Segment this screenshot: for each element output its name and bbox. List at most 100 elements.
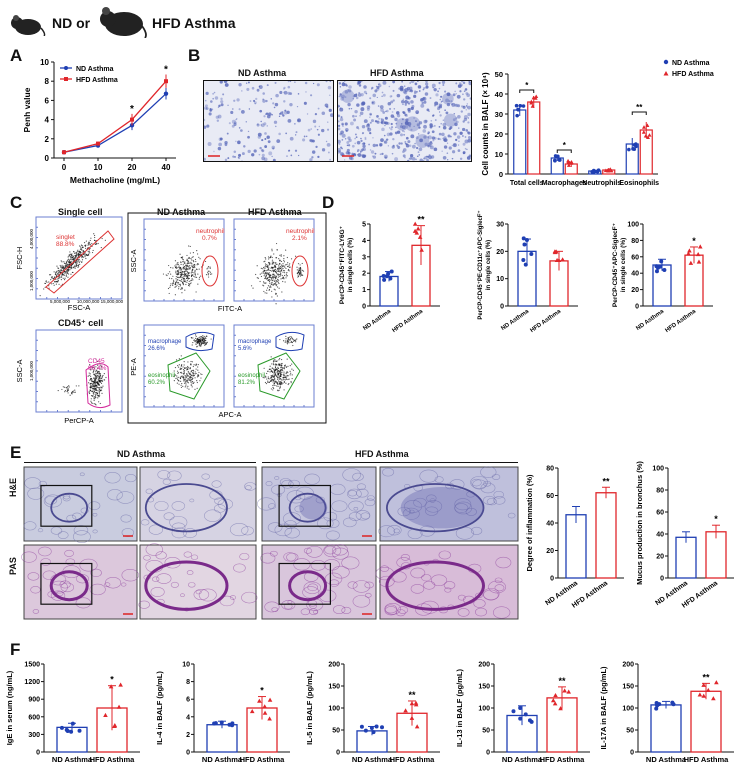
event-dot [194,274,197,276]
event-dot [178,380,180,382]
alveolus [120,582,127,587]
cell-dot [422,160,425,161]
event-dot [59,266,62,268]
event-dot [76,261,78,263]
event-dot [198,276,201,278]
cell-dot [297,118,301,123]
cell-dot [369,131,372,135]
a-point [62,150,66,155]
cell-dot [432,86,434,89]
event-dot [90,398,92,400]
event-dot [274,264,276,267]
event-dot [178,266,180,268]
data-point [409,701,415,706]
cell-dot [235,118,237,121]
macrophage-label: macrophage [238,339,272,345]
cell-dot [305,91,307,93]
cell-dot [411,104,415,108]
ytick-label: 4 [186,714,190,721]
cell-dot [391,111,394,113]
b-hfd-micrograph [337,80,472,162]
cell-dot [357,81,362,84]
event-dot [266,269,268,271]
sig-mark: * [260,686,264,696]
cell-dot [459,90,462,93]
event-dot [279,271,281,273]
alveolus [260,552,276,564]
event-dot [97,378,99,380]
ytick-label: 10 [496,276,504,283]
event-dot [176,284,178,286]
data-point [262,710,268,715]
event-dot [287,375,289,377]
event-dot [71,267,73,270]
alveolus [50,590,66,601]
cell-dot [224,158,228,161]
cell-dot [340,96,345,101]
ytick-label: 200 [328,662,340,669]
cell-dot [347,102,351,107]
event-dot [272,262,274,264]
event-dot [188,277,190,280]
event-dot [82,256,84,258]
event-dot [188,245,190,247]
event-dot [196,253,199,255]
event-dot [53,284,55,286]
alveolus [152,576,160,582]
cell-dot [226,132,229,135]
cell-dot [449,126,453,129]
event-dot [94,376,96,378]
alveolus [241,526,254,536]
event-dot [291,374,293,376]
event-dot [283,257,285,260]
event-dot [193,263,195,266]
event-dot [179,268,181,270]
cell-dot [400,133,403,137]
event-dot [267,279,269,282]
event-dot [168,277,171,279]
cell-dot [265,112,269,116]
cell-dot [380,118,384,122]
ytick-label: 20 [546,548,554,555]
alveolus [367,495,375,501]
event-dot [277,371,279,373]
event-dot [282,267,284,270]
event-dot [257,277,260,279]
cell-dot [440,122,443,125]
event-dot [179,283,181,285]
ssc-axis-label-2: SSC-A [129,250,138,273]
alveolus [274,476,280,480]
event-dot [290,341,292,343]
event-dot [93,396,95,398]
cell-dot [208,112,212,116]
event-dot [74,267,76,269]
event-dot [269,276,271,279]
event-dot [279,371,281,373]
event-dot [197,338,199,341]
cell-dot [312,82,315,85]
cell-dot [425,82,429,86]
event-dot [265,276,267,278]
event-dot [204,340,206,342]
event-dot [169,286,171,288]
cell-dot [428,141,433,146]
event-dot [285,275,287,277]
alveolus [183,551,192,558]
alveolus [324,545,337,555]
data-point [688,260,694,265]
cell-dot [433,124,436,127]
bronchus [144,560,229,611]
cell-dot [271,113,273,116]
cell-dot [289,136,294,141]
cell-dot [357,154,359,156]
cell-dot [462,142,466,146]
event-dot [300,270,302,272]
event-dot [268,258,270,260]
cell-dot [443,138,446,142]
event-dot [63,261,65,263]
event-dot [90,382,92,385]
event-dot [65,269,68,271]
alveolus [79,558,98,572]
cell-dot [402,98,404,100]
cell-dot [426,155,428,158]
